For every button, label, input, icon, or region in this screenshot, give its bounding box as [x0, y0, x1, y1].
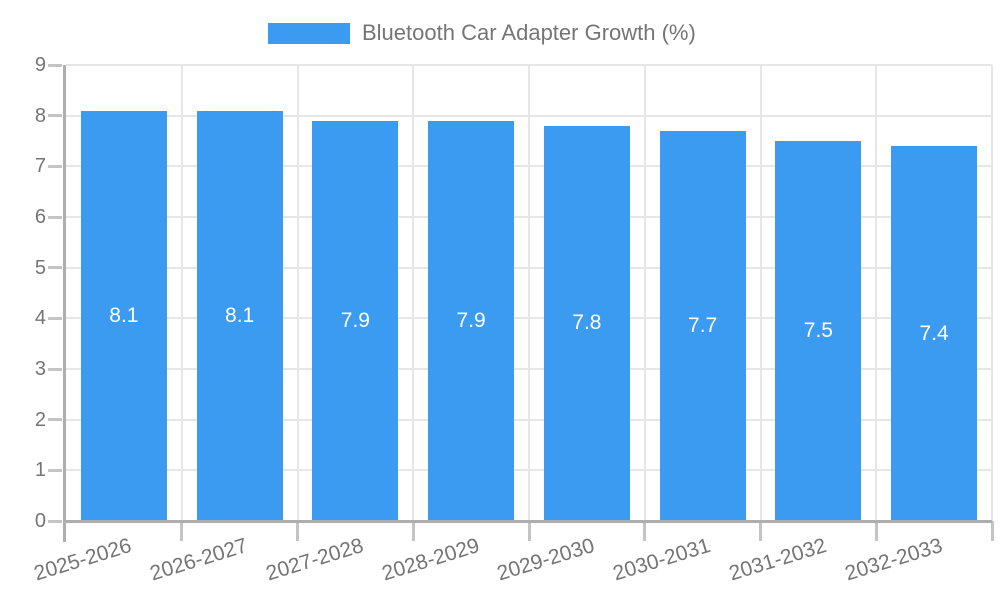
x-axis-tick — [180, 521, 184, 541]
y-axis-tick — [48, 468, 62, 472]
gridline-vertical — [991, 65, 993, 521]
y-axis-tick-label: 8 — [34, 104, 46, 127]
y-axis-tick — [48, 63, 62, 67]
bar[interactable] — [659, 130, 746, 521]
legend-label: Bluetooth Car Adapter Growth (%) — [362, 20, 696, 45]
bar-value-label: 7.9 — [456, 308, 486, 332]
bar-value-label: 8.1 — [225, 303, 255, 327]
bar-value-label: 8.1 — [109, 303, 139, 327]
y-axis-tick-label: 1 — [34, 459, 46, 482]
y-axis-tick — [48, 215, 62, 219]
y-axis-tick-label: 7 — [34, 155, 46, 178]
x-axis-tick — [643, 521, 647, 541]
y-axis-tick-label: 2 — [34, 408, 46, 431]
y-axis-tick-label: 9 — [34, 54, 46, 76]
x-axis-category-label: 2025-2026 — [31, 534, 135, 586]
bar-value-label: 7.5 — [803, 319, 833, 342]
x-axis-tick — [874, 521, 878, 541]
y-axis-line — [63, 65, 66, 542]
x-axis-category-label: 2026-2027 — [147, 534, 251, 586]
y-axis-tick-label: 0 — [34, 510, 46, 532]
x-axis-tick — [527, 521, 531, 541]
x-axis-line — [63, 520, 992, 523]
bar[interactable] — [543, 125, 630, 521]
x-axis-category-label: 2027-2028 — [263, 534, 367, 586]
y-axis-tick — [48, 418, 62, 422]
bar-value-label: 7.4 — [919, 321, 949, 345]
y-axis-tick — [48, 114, 62, 118]
x-axis-category-label: 2030-2031 — [610, 534, 714, 586]
gridline-vertical — [412, 65, 415, 521]
x-axis-category-label: 2032-2033 — [842, 534, 945, 586]
gridline-vertical — [875, 65, 878, 521]
bar[interactable] — [775, 141, 862, 521]
legend-item[interactable]: Bluetooth Car Adapter Growth (%) — [268, 20, 696, 46]
x-axis-category-label: 2029-2030 — [494, 534, 598, 586]
bar[interactable] — [891, 146, 978, 521]
x-axis-category-label: 2031-2032 — [726, 534, 830, 586]
y-axis-tick — [48, 367, 62, 371]
y-axis-tick-label: 5 — [34, 256, 46, 279]
y-axis-tick — [48, 316, 62, 320]
gridline-vertical — [759, 65, 762, 521]
bar[interactable] — [428, 120, 515, 521]
y-axis-tick — [48, 266, 62, 270]
x-axis-tick — [759, 521, 762, 541]
bar[interactable] — [80, 110, 167, 521]
bar[interactable] — [196, 110, 283, 521]
bar[interactable] — [312, 120, 399, 521]
x-axis-tick — [990, 521, 994, 541]
legend-swatch — [268, 22, 350, 44]
x-axis-tick — [411, 521, 415, 541]
y-axis-tick — [48, 519, 62, 523]
x-axis-category-label: 2028-2029 — [379, 534, 482, 586]
gridline-vertical — [528, 65, 530, 521]
x-axis-tick — [296, 521, 299, 541]
gridline-vertical — [296, 65, 299, 521]
y-axis-tick-label: 3 — [34, 358, 46, 380]
bar-value-label: 7.8 — [572, 311, 602, 335]
y-axis-tick-label: 4 — [34, 307, 46, 330]
y-axis-tick — [48, 164, 62, 168]
gridline-vertical — [643, 65, 646, 521]
gridline-vertical — [180, 65, 183, 521]
bar-value-label: 7.7 — [688, 313, 718, 337]
bar-value-label: 7.9 — [340, 308, 370, 332]
y-axis-tick-label: 6 — [34, 206, 46, 228]
